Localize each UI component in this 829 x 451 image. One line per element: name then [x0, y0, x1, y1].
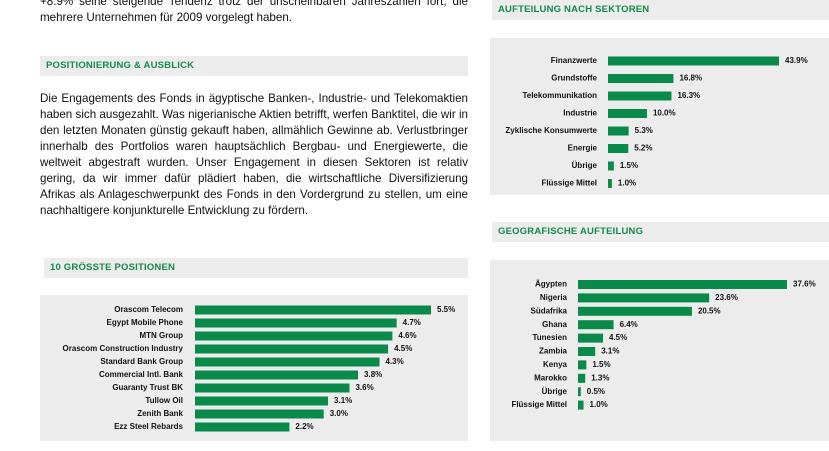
bar	[578, 387, 581, 397]
value-label: 16.3%	[677, 91, 700, 100]
category-label: Kenya	[543, 360, 568, 369]
category-label: Guaranty Trust BK	[112, 383, 183, 392]
value-label: 5.2%	[634, 144, 652, 153]
value-label: 3.8%	[364, 370, 382, 379]
value-label: 1.0%	[618, 179, 636, 188]
bar	[578, 400, 584, 410]
category-label: Flüssige Mittel	[511, 400, 567, 409]
category-label: Industrie	[563, 109, 597, 118]
value-label: 10.0%	[653, 109, 676, 118]
value-label: 3.0%	[330, 409, 348, 418]
category-label: Übrige	[572, 161, 598, 170]
value-label: 1.5%	[620, 161, 638, 170]
category-label: Ezz Steel Rebards	[114, 422, 183, 431]
bar	[195, 370, 359, 380]
bar	[608, 161, 614, 171]
bar	[608, 144, 629, 153]
section-text: Die Engagements des Fonds in ägyptische …	[40, 92, 468, 217]
bar	[608, 91, 672, 101]
category-label: Südafrika	[531, 306, 568, 315]
value-label: 5.5%	[437, 305, 455, 314]
category-label: Orascom Construction Industry	[63, 344, 184, 353]
intro-text: +8.9% seine steigende Tendenz trotz der …	[40, 0, 468, 24]
category-label: MTN Group	[139, 331, 183, 340]
bar	[608, 74, 674, 83]
chart-heading: AUFTEILUNG NACH SEKTOREN	[492, 0, 829, 20]
value-label: 37.6%	[793, 280, 816, 289]
category-label: Tullow Oil	[145, 396, 183, 405]
category-label: Energie	[568, 144, 598, 153]
bar	[195, 331, 393, 341]
category-label: Zenith Bank	[137, 409, 183, 418]
bar	[608, 126, 629, 136]
value-label: 1.3%	[591, 373, 609, 382]
value-label: 3.1%	[601, 347, 619, 356]
category-label: Standard Bank Group	[100, 357, 183, 366]
bar	[578, 347, 596, 356]
bar	[195, 318, 397, 328]
value-label: 16.8%	[679, 74, 702, 83]
bar	[195, 383, 350, 393]
category-label: Egypt Mobile Phone	[107, 318, 184, 327]
value-label: 4.5%	[394, 344, 412, 353]
bar	[195, 344, 389, 354]
bar	[195, 409, 324, 419]
bar	[195, 357, 380, 367]
bar	[578, 320, 614, 330]
category-label: Tunesien	[532, 333, 567, 342]
value-label: 4.3%	[386, 357, 404, 366]
value-label: 1.5%	[592, 360, 610, 369]
category-label: Marokko	[534, 373, 567, 382]
category-label: Zambia	[539, 347, 568, 356]
category-label: Zyklische Konsumwerte	[505, 126, 597, 135]
value-label: 5.3%	[635, 126, 653, 135]
category-label: Commercial Intl. Bank	[99, 370, 184, 379]
bar	[578, 280, 787, 289]
bar	[608, 56, 779, 66]
value-label: 23.6%	[715, 293, 738, 302]
category-label: Telekommunikation	[522, 91, 597, 100]
category-label: Ägypten	[535, 280, 567, 289]
bar	[608, 179, 612, 188]
bar	[608, 109, 647, 118]
category-label: Ghana	[542, 320, 567, 329]
value-label: 43.9%	[785, 56, 808, 65]
value-label: 6.4%	[620, 320, 638, 329]
chart-heading: GEOGRAFISCHE AUFTEILUNG	[492, 222, 829, 242]
value-label: 2.2%	[295, 422, 313, 431]
value-label: 3.6%	[355, 383, 373, 392]
bar	[195, 396, 329, 406]
value-label: 3.1%	[334, 396, 352, 405]
value-label: 20.5%	[698, 306, 721, 315]
category-label: Flüssige Mittel	[541, 179, 597, 188]
chart-panel	[490, 260, 829, 441]
value-label: 4.7%	[403, 318, 421, 327]
bar	[578, 293, 710, 303]
bar	[578, 373, 586, 383]
category-label: Nigeria	[540, 293, 568, 302]
bar	[578, 306, 692, 316]
category-label: Grundstoffe	[551, 74, 597, 83]
category-label: Finanzwerte	[551, 56, 598, 65]
value-label: 4.5%	[609, 333, 627, 342]
bar	[578, 333, 604, 343]
value-label: 1.0%	[590, 400, 608, 409]
bar	[578, 360, 587, 370]
value-label: 0.5%	[587, 387, 605, 396]
category-label: Übrige	[542, 387, 568, 396]
category-label: Orascom Telecom	[114, 305, 183, 314]
bar	[195, 305, 431, 315]
section-heading: POSITIONIERUNG & AUSBLICK	[40, 56, 468, 76]
chart-heading: 10 GRÖSSTE POSITIONEN	[44, 258, 468, 278]
value-label: 4.6%	[398, 331, 416, 340]
bar	[195, 422, 290, 432]
